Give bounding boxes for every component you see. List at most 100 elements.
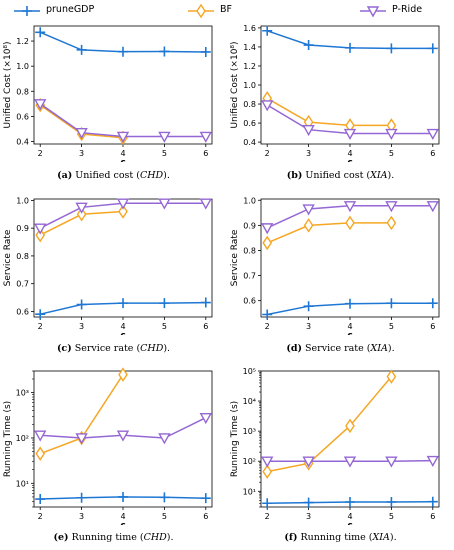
data-point bbox=[303, 497, 314, 508]
series-prunegdp bbox=[35, 491, 211, 505]
x-tick-label: 4 bbox=[347, 149, 352, 158]
chart-panel-f: 2 3 4 5 6 c 10¹ 10² 10³ 10⁴ 10⁵ Running Time (s) bbox=[227, 365, 454, 525]
data-point bbox=[385, 128, 398, 140]
caption-dataset: XIA bbox=[370, 170, 388, 181]
x-axis-label: c bbox=[347, 158, 352, 162]
series-p-ride bbox=[261, 100, 439, 140]
caption-label: (f) bbox=[284, 532, 298, 543]
data-point bbox=[302, 204, 315, 216]
x-tick-label: 2 bbox=[265, 322, 270, 331]
data-point bbox=[199, 131, 212, 143]
series-prunegdp bbox=[262, 496, 438, 509]
caption-label: (b) bbox=[286, 170, 303, 181]
caption-text: Running time ( bbox=[68, 532, 144, 543]
data-point bbox=[75, 128, 88, 140]
x-axis-label: c bbox=[347, 521, 352, 525]
data-point bbox=[261, 456, 274, 468]
y-tick-label: 0.6 bbox=[16, 112, 29, 121]
x-tick-label: 4 bbox=[120, 512, 125, 521]
caption-text: Running time ( bbox=[297, 532, 373, 543]
data-point bbox=[427, 298, 438, 309]
series-prunegdp bbox=[262, 25, 438, 54]
y-axis-label: Running Time (s) bbox=[230, 401, 240, 477]
data-point bbox=[262, 25, 273, 36]
y-tick-label: 10² bbox=[243, 457, 256, 466]
chart-svg: 2 3 4 5 6 c 10¹ 10² 10³ 10⁴ 10⁵ Running Time (s) bbox=[230, 367, 440, 525]
x-tick-label: 3 bbox=[79, 512, 84, 521]
series-bf bbox=[35, 367, 128, 461]
caption-e: (e) Running time (CHD). bbox=[0, 532, 227, 543]
y-tick-label: 1.2 bbox=[16, 37, 29, 46]
data-point bbox=[303, 218, 314, 233]
caption-tail: ). bbox=[163, 170, 170, 181]
caption-text: Unified cost ( bbox=[72, 170, 140, 181]
y-tick-label: 10⁵ bbox=[243, 367, 256, 376]
data-point bbox=[262, 498, 273, 509]
x-tick-label: 2 bbox=[38, 149, 43, 158]
x-tick-label: 6 bbox=[430, 149, 435, 158]
plot-frame bbox=[33, 25, 213, 145]
data-point bbox=[118, 367, 128, 382]
y-tick-label: 0.9 bbox=[16, 224, 29, 233]
data-point bbox=[35, 27, 46, 38]
x-tick-label: 3 bbox=[79, 149, 84, 158]
x-tick-label: 2 bbox=[38, 512, 43, 521]
y-tick-label: 1.0 bbox=[16, 62, 29, 71]
data-point bbox=[158, 198, 171, 210]
caption-tail: ). bbox=[387, 343, 395, 354]
y-tick-label: 0.8 bbox=[243, 100, 256, 109]
legend-swatch bbox=[14, 6, 40, 16]
data-point bbox=[386, 369, 397, 384]
y-axis-label: Service Rate bbox=[3, 229, 13, 286]
data-point bbox=[116, 198, 130, 210]
data-point bbox=[262, 309, 273, 320]
y-tick-label: 10¹ bbox=[16, 479, 29, 488]
caption-dataset: CHD bbox=[143, 532, 167, 543]
data-point bbox=[200, 46, 211, 57]
data-point bbox=[35, 309, 46, 320]
data-point bbox=[75, 202, 88, 214]
data-point bbox=[343, 201, 357, 213]
data-point bbox=[343, 456, 357, 468]
x-tick-label: 3 bbox=[79, 322, 84, 331]
y-tick-label: 10¹ bbox=[243, 487, 256, 496]
legend-label: P-Ride bbox=[392, 4, 423, 15]
y-tick-label: 0.6 bbox=[243, 119, 256, 128]
x-axis-label: c bbox=[120, 158, 125, 162]
caption-label: (a) bbox=[57, 170, 73, 181]
x-tick-label: 4 bbox=[120, 322, 125, 331]
data-point bbox=[199, 412, 212, 425]
caption-label: (c) bbox=[56, 343, 72, 354]
x-tick-label: 6 bbox=[430, 322, 435, 331]
plot-frame bbox=[260, 370, 440, 508]
y-tick-label: 0.9 bbox=[243, 221, 256, 230]
x-tick-label: 5 bbox=[389, 512, 394, 521]
data-point bbox=[427, 43, 438, 54]
caption-label: (d) bbox=[286, 343, 303, 354]
data-point bbox=[345, 215, 355, 231]
data-point bbox=[303, 40, 314, 51]
data-point bbox=[303, 301, 314, 312]
chart-panel-c: 2 3 4 5 6 c 0.6 0.7 0.8 0.9 1.0 Service Rate bbox=[0, 195, 227, 335]
y-axis-label: Unified Cost (×10⁸) bbox=[230, 41, 240, 128]
y-tick-label: 10⁴ bbox=[243, 397, 256, 406]
x-tick-label: 6 bbox=[203, 149, 208, 158]
data-point bbox=[118, 204, 128, 219]
data-point bbox=[159, 46, 170, 57]
caption-dataset: XIA bbox=[370, 343, 388, 354]
series-bf bbox=[35, 204, 128, 243]
series-p-ride bbox=[34, 412, 212, 445]
data-point bbox=[345, 496, 355, 507]
caption-dataset: XIA bbox=[372, 532, 390, 543]
caption-text: Service rate ( bbox=[302, 343, 371, 354]
data-point bbox=[262, 235, 273, 251]
data-point bbox=[35, 446, 46, 461]
data-point bbox=[262, 464, 273, 479]
caption-dataset: CHD bbox=[140, 343, 164, 354]
series-bf bbox=[262, 91, 397, 133]
data-point bbox=[345, 298, 355, 309]
x-tick-label: 6 bbox=[203, 322, 208, 331]
series-p-ride bbox=[34, 198, 212, 235]
y-tick-label: 10² bbox=[16, 434, 29, 443]
